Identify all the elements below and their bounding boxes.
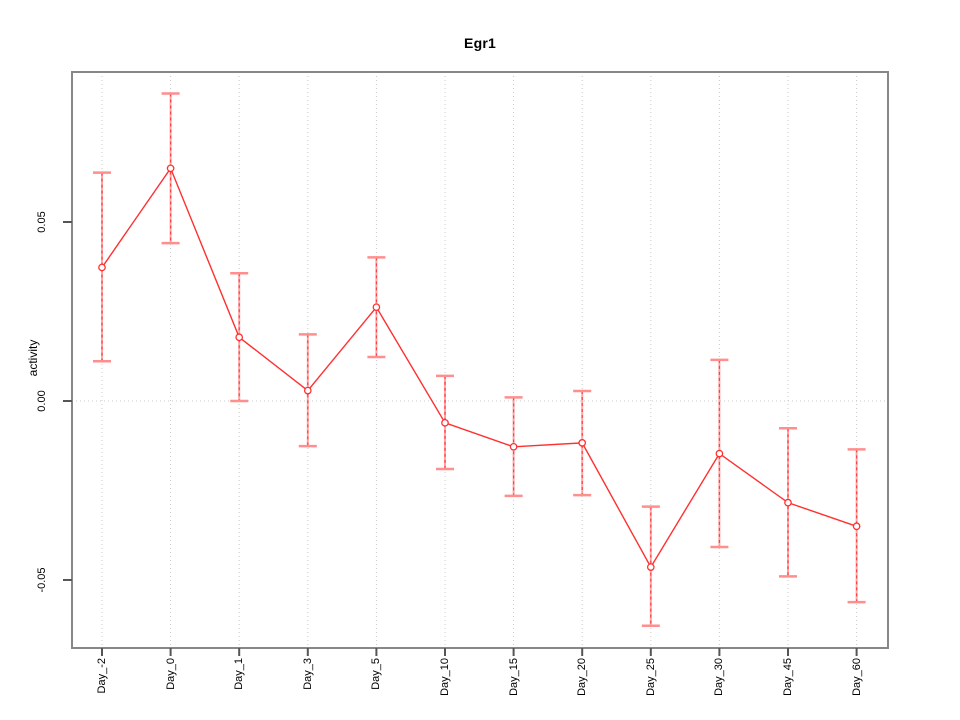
- y-tick-label: -0.05: [36, 567, 48, 593]
- data-point: [441, 418, 449, 427]
- x-tick-label: Day_3: [301, 658, 314, 690]
- x-tick-label: Day_1: [233, 658, 246, 690]
- x-tick-label: Day_45: [782, 658, 794, 696]
- series-line: [101, 166, 857, 569]
- data-point: [98, 263, 106, 272]
- y-tick-label: 0.00: [36, 390, 48, 412]
- data-point: [372, 303, 381, 312]
- data-point: [235, 333, 244, 342]
- plot-frame: [71, 71, 889, 649]
- data-point: [509, 442, 518, 451]
- x-tick-label: Day_-2: [96, 658, 108, 694]
- x-tick-label: Day_5: [370, 658, 383, 690]
- x-tick-label: Day_20: [576, 658, 589, 696]
- data-point: [166, 164, 175, 173]
- data-point: [715, 449, 724, 458]
- x-tick-label: Day_0: [164, 658, 177, 690]
- x-tick-label: Day_10: [439, 658, 451, 696]
- x-tick-label: Day_15: [507, 658, 520, 696]
- x-tick-label: Day_30: [713, 658, 726, 696]
- data-point: [646, 563, 655, 571]
- chart-title: Egr1: [464, 35, 496, 51]
- data-point: [578, 439, 587, 447]
- data-point: [784, 498, 792, 507]
- data-point: [852, 522, 861, 531]
- x-tick-label: Day_25: [644, 658, 657, 696]
- x-tick-label: Day_60: [850, 658, 863, 696]
- y-tick-label: 0.05: [36, 211, 48, 233]
- data-point: [303, 386, 312, 395]
